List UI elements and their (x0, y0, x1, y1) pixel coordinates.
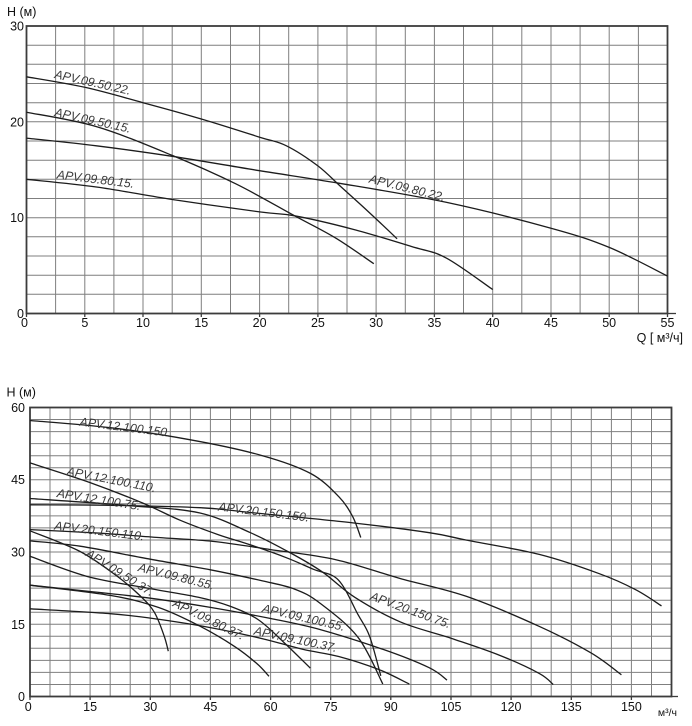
svg-text:5: 5 (81, 316, 88, 330)
svg-text:120: 120 (501, 700, 522, 714)
svg-text:90: 90 (384, 700, 398, 714)
svg-text:105: 105 (441, 700, 462, 714)
svg-text:0: 0 (18, 690, 25, 704)
svg-text:20: 20 (253, 316, 267, 330)
svg-text:75: 75 (324, 700, 338, 714)
svg-text:20: 20 (10, 115, 24, 129)
svg-text:30: 30 (11, 546, 25, 560)
svg-text:135: 135 (561, 700, 582, 714)
svg-text:Q [ м³/ч]: Q [ м³/ч] (637, 331, 683, 345)
svg-text:40: 40 (486, 316, 500, 330)
svg-text:0: 0 (25, 700, 32, 714)
svg-text:150: 150 (621, 700, 642, 714)
svg-text:10: 10 (136, 316, 150, 330)
svg-text:м³/ч: м³/ч (658, 707, 677, 719)
svg-text:15: 15 (11, 618, 25, 632)
svg-text:45: 45 (544, 316, 558, 330)
svg-text:60: 60 (11, 401, 25, 415)
svg-text:0: 0 (21, 316, 28, 330)
svg-text:30: 30 (10, 20, 24, 34)
svg-text:25: 25 (311, 316, 325, 330)
svg-text:60: 60 (264, 700, 278, 714)
svg-text:0: 0 (17, 307, 24, 321)
svg-text:H (м): H (м) (7, 5, 36, 19)
svg-text:55: 55 (661, 316, 675, 330)
svg-text:50: 50 (602, 316, 616, 330)
svg-text:H (м): H (м) (7, 386, 36, 400)
svg-text:45: 45 (203, 700, 217, 714)
svg-text:30: 30 (369, 316, 383, 330)
svg-text:10: 10 (10, 211, 24, 225)
svg-text:30: 30 (143, 700, 157, 714)
svg-text:45: 45 (11, 473, 25, 487)
svg-text:15: 15 (83, 700, 97, 714)
svg-text:35: 35 (427, 316, 441, 330)
svg-text:15: 15 (194, 316, 208, 330)
